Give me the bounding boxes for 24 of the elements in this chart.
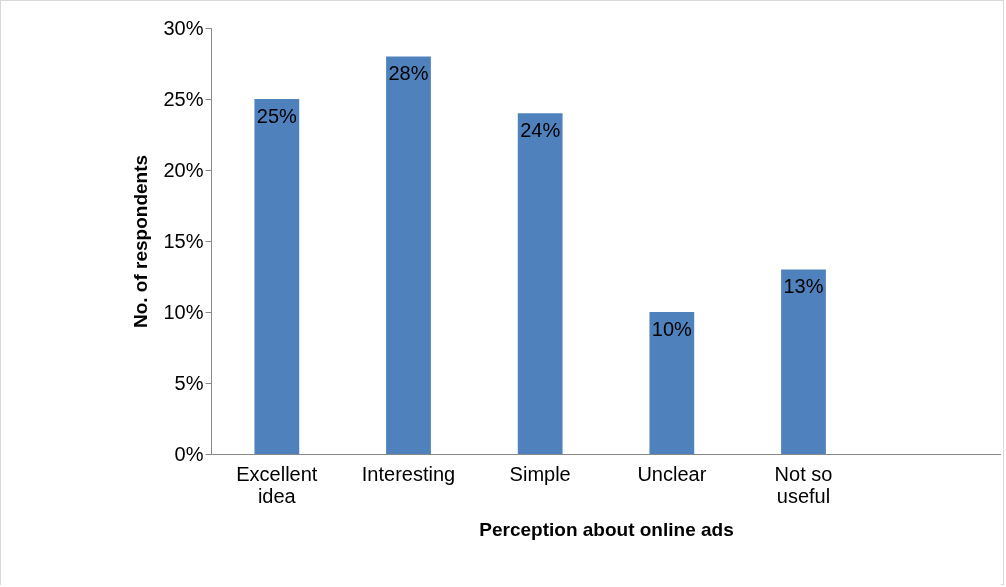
bar — [254, 99, 300, 454]
bar — [386, 56, 431, 454]
data-label: 28% — [388, 62, 429, 85]
x-tick-label: Unclear — [637, 462, 707, 485]
x-tick-label: Interesting — [361, 462, 456, 485]
bar — [781, 269, 826, 454]
x-tick-label: Excellent idea — [236, 462, 318, 507]
y-tick-label: 10% — [163, 300, 204, 323]
x-tick-label: Not so useful — [774, 462, 833, 507]
y-tick-label: 15% — [163, 229, 204, 252]
data-label: 25% — [256, 105, 298, 127]
bar — [517, 113, 563, 454]
data-label: 10% — [651, 318, 693, 340]
y-tick-label: 20% — [163, 158, 204, 181]
bar — [649, 312, 695, 454]
y-axis-title: No. of respondents — [130, 154, 152, 329]
x-axis-title: Perception about online ads — [479, 518, 734, 540]
data-label: 24% — [520, 119, 561, 142]
y-tick-label: 30% — [163, 16, 204, 39]
x-tick-label: Simple — [509, 462, 571, 485]
y-tick-label: 5% — [174, 371, 204, 394]
data-label: 13% — [783, 275, 824, 298]
y-tick-label: 25% — [163, 87, 204, 110]
y-tick-label: 0% — [174, 442, 204, 465]
